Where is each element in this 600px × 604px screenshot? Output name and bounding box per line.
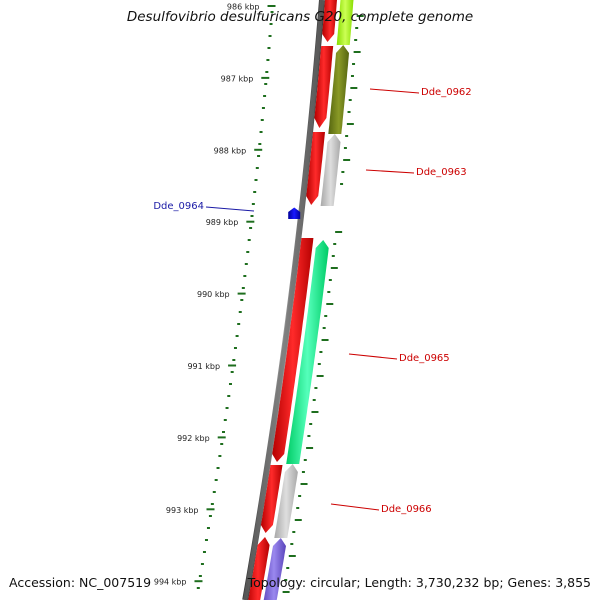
gene-feature: [322, 0, 337, 42]
category-feature: [274, 464, 298, 538]
backbone: [242, 0, 325, 601]
ruler-label: 989 kbp: [206, 218, 239, 227]
gene-label-dde-0963[interactable]: Dde_0963: [416, 167, 467, 178]
gene-label-leader: [365, 169, 415, 174]
genome-stats-text: Topology: circular; Length: 3,730,232 bp…: [247, 575, 591, 590]
ruler-label: 990 kbp: [197, 290, 230, 299]
ruler-label: 991 kbp: [187, 362, 220, 371]
accession-text: Accession: NC_007519: [9, 575, 152, 590]
gene-label-leader: [348, 353, 398, 360]
gene-label-leader: [369, 88, 420, 94]
ruler-label: 986 kbp: [227, 3, 260, 12]
ruler-label: 993 kbp: [166, 506, 199, 515]
gene-label-leader: [330, 503, 380, 511]
ruler-label: 988 kbp: [214, 146, 247, 155]
ruler-label: 994 kbp: [154, 578, 187, 587]
gene-feature: [260, 465, 283, 533]
ruler-label: 992 kbp: [177, 434, 210, 443]
gene-features: [247, 0, 354, 604]
gene-label-dde-0962[interactable]: Dde_0962: [421, 87, 472, 98]
category-feature: [320, 134, 341, 206]
category-feature: [328, 45, 349, 134]
ruler-labels: 986 kbp 987 kbp 988 kbp 989 kbp 990 kbp 991 k…: [154, 3, 260, 587]
gene-feature: [247, 537, 270, 604]
ruler-ticks: [194, 5, 364, 593]
gene-feature: [306, 132, 325, 205]
ruler-label: 987 kbp: [221, 74, 254, 83]
category-feature: [262, 538, 286, 604]
gene-label-leader: [205, 206, 255, 212]
genome-title: Desulfovibrio desulfuricans G20, complet…: [126, 9, 474, 25]
category-feature: [336, 0, 354, 45]
category-feature: [286, 240, 329, 464]
gene-feature-dde-0964: [288, 207, 301, 219]
gene-label-dde-0964[interactable]: Dde_0964: [153, 201, 204, 212]
gene-label-dde-0966[interactable]: Dde_0966: [381, 504, 432, 515]
gene-label-dde-0965[interactable]: Dde_0965: [399, 353, 450, 364]
genome-backbone-line: [242, 0, 325, 601]
gene-feature: [272, 238, 314, 462]
gene-labels: Dde_0962 Dde_0963 Dde_0964 Dde_0965 Dde_0966: [153, 87, 471, 515]
gene-feature: [314, 46, 334, 128]
